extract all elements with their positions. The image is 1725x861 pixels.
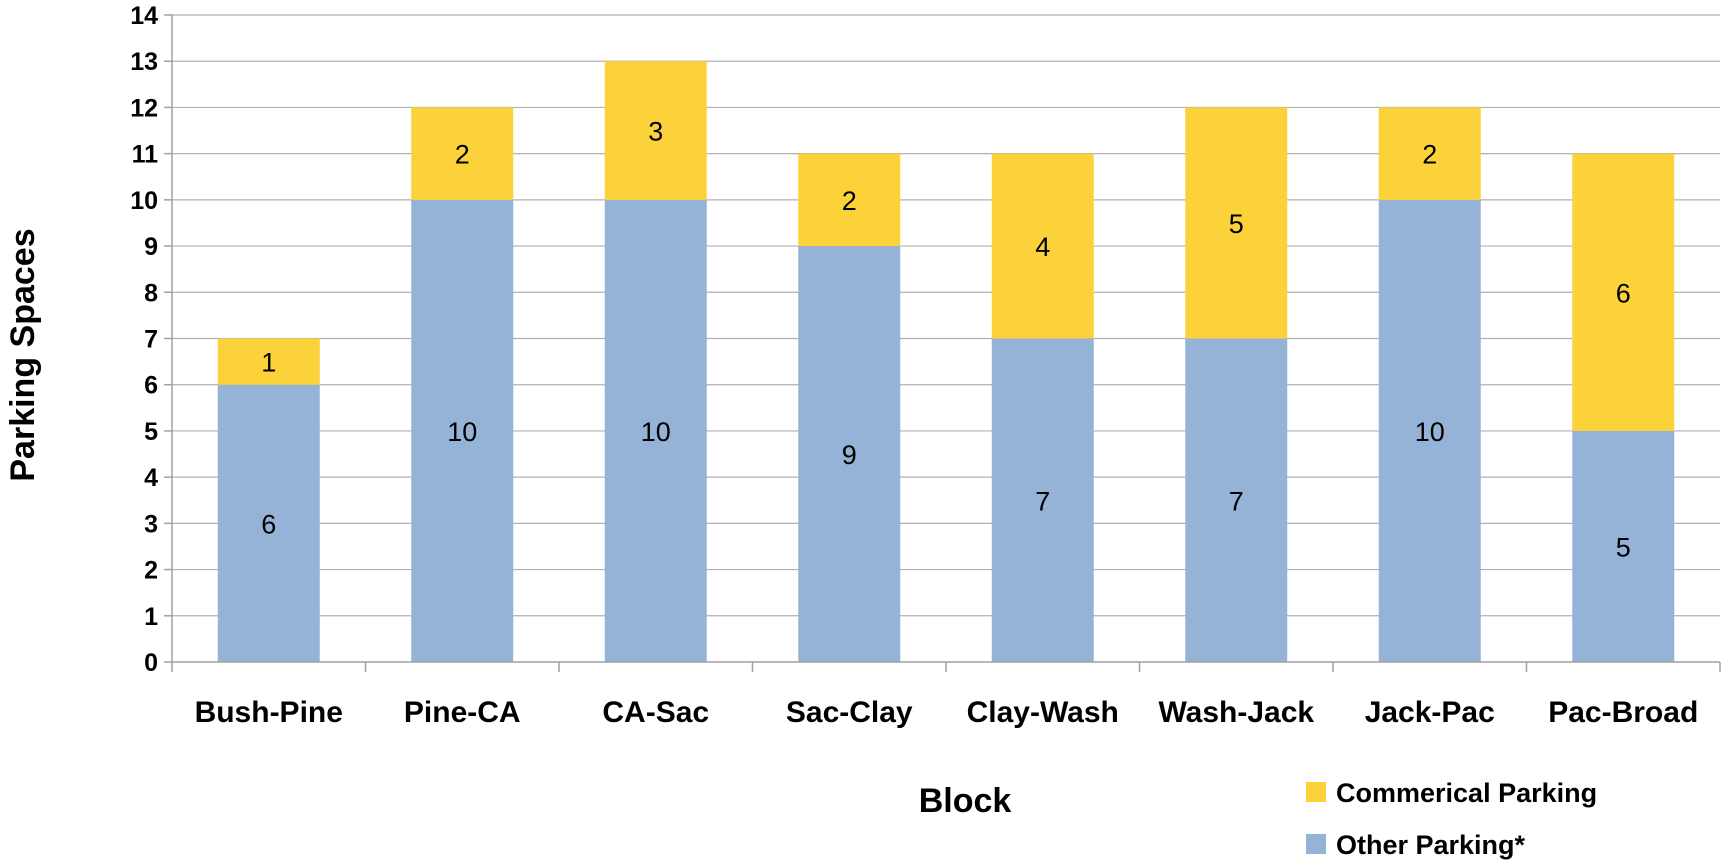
- y-axis-title: Parking Spaces: [4, 228, 42, 481]
- bar-segment: [1378, 199, 1481, 662]
- bar-segment: [411, 107, 514, 200]
- legend-label: Other Parking*: [1336, 830, 1526, 860]
- bar-segment: [1572, 430, 1675, 662]
- y-tick-label: 13: [130, 48, 158, 76]
- bars: [217, 61, 1675, 663]
- x-axis-title: Block: [919, 782, 1012, 820]
- data-label: 2: [842, 186, 857, 216]
- y-tick-label: 4: [144, 464, 158, 492]
- data-label: 6: [1616, 278, 1631, 308]
- y-tick-label: 14: [130, 2, 158, 30]
- y-tick-label: 7: [144, 326, 158, 354]
- data-label: 4: [1035, 232, 1050, 262]
- data-label: 2: [455, 140, 470, 170]
- bar-segment: [217, 338, 320, 385]
- x-tick-label: CA-Sac: [602, 696, 709, 729]
- data-label: 5: [1616, 532, 1631, 562]
- data-label: 10: [1415, 417, 1445, 447]
- data-label: 6: [261, 509, 276, 539]
- data-label: 2: [1422, 140, 1437, 170]
- y-tick-label: 6: [144, 372, 158, 400]
- y-tick-label: 3: [144, 510, 158, 538]
- y-tick-label: 10: [130, 187, 158, 215]
- bar-segment: [217, 384, 320, 662]
- y-tick-label: 11: [132, 141, 159, 169]
- x-tick-label: Clay-Wash: [967, 696, 1119, 729]
- x-tick-label: Sac-Clay: [786, 696, 913, 729]
- x-tick-label: Pine-CA: [404, 696, 521, 729]
- data-label: 9: [842, 440, 857, 470]
- y-tick-label: 8: [144, 279, 158, 307]
- data-label: 10: [447, 417, 477, 447]
- y-tick-label: 1: [144, 603, 158, 631]
- gridlines: [172, 14, 1720, 617]
- y-tick-label: 0: [144, 649, 158, 677]
- bar-segment: [604, 61, 707, 200]
- bar-segment: [991, 338, 1094, 662]
- y-tick-label: 2: [144, 557, 158, 585]
- data-label: 1: [261, 348, 276, 378]
- x-tick-label: Pac-Broad: [1548, 696, 1698, 729]
- x-tick-label: Bush-Pine: [195, 696, 343, 729]
- data-label: 10: [641, 417, 671, 447]
- legend-swatch: [1306, 834, 1326, 854]
- data-labels: 6 1 10 2 10 3 9 2 7 4 7 5 10 2 5 6: [261, 117, 1631, 563]
- x-tick-label: Wash-Jack: [1158, 696, 1314, 729]
- bar-segment: [1185, 338, 1288, 662]
- legend: Commerical Parking Other Parking*: [1306, 778, 1597, 860]
- y-tick-label: 9: [144, 233, 158, 261]
- y-tick-label: 5: [144, 418, 158, 446]
- bar-segment: [798, 246, 901, 663]
- data-label: 5: [1229, 209, 1244, 239]
- data-label: 7: [1035, 486, 1050, 516]
- data-label: 7: [1229, 486, 1244, 516]
- bar-segment: [604, 199, 707, 662]
- bar-segment: [798, 153, 901, 247]
- legend-swatch: [1306, 782, 1326, 802]
- y-tick-label: 12: [130, 94, 158, 122]
- x-tick-label: Jack-Pac: [1365, 696, 1495, 729]
- bar-segment: [411, 199, 514, 662]
- data-label: 3: [648, 117, 663, 147]
- bar-segment: [1185, 107, 1288, 339]
- bar-segment: [1378, 107, 1481, 200]
- legend-label: Commerical Parking: [1336, 778, 1597, 808]
- bar-segment: [1572, 153, 1675, 431]
- bar-segment: [991, 153, 1094, 339]
